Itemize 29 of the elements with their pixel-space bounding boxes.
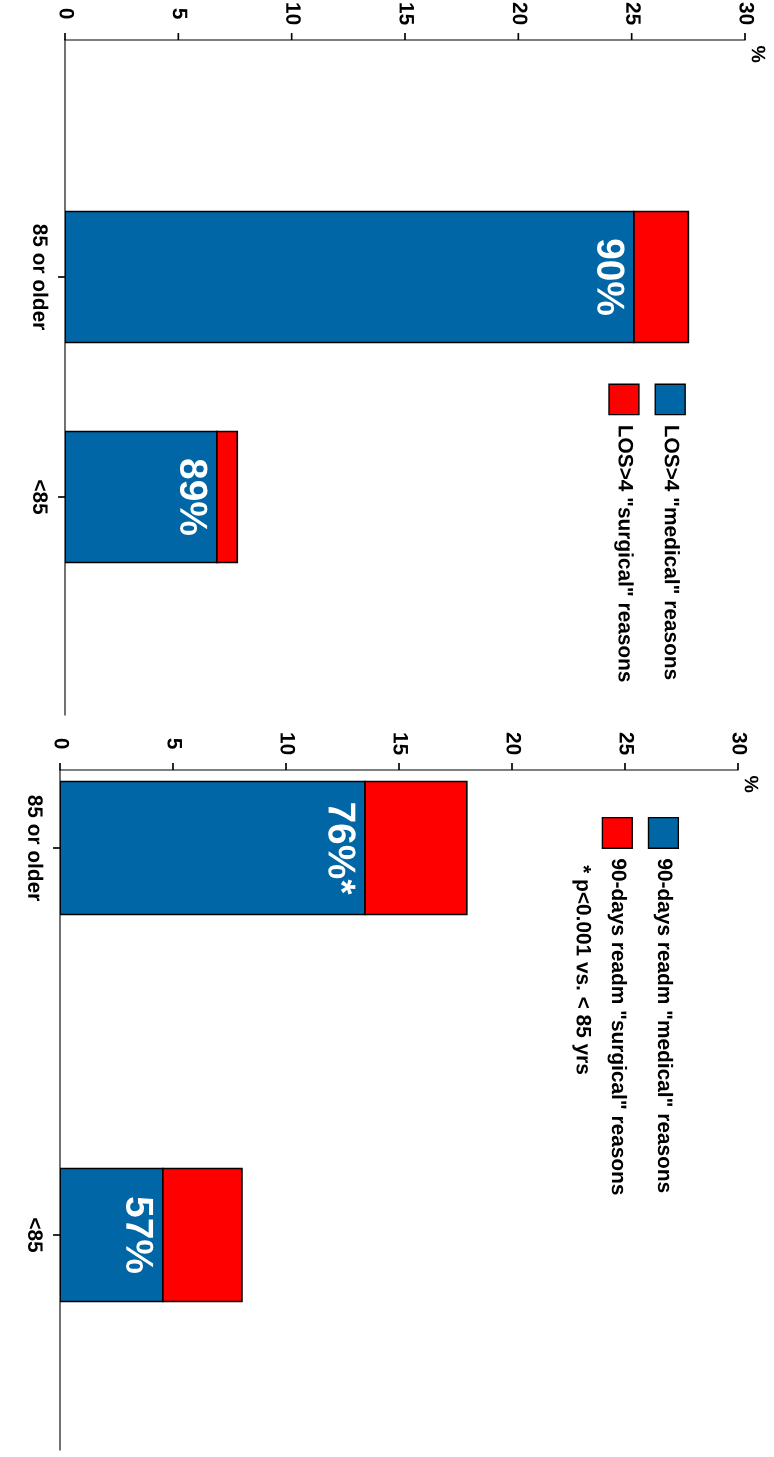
legend-label: LOS>4 "surgical" reasons: [614, 426, 634, 682]
x-tick-label: 25: [626, 2, 641, 25]
text: %: [751, 46, 766, 63]
x-tick-label: 10: [280, 733, 296, 755]
x-tick-label: 30: [739, 2, 755, 25]
y-tick-label: 85 or older: [28, 795, 44, 901]
legend-label: 90-days readm "medical" reasons: [653, 859, 674, 1193]
y-tick-label: <85: [33, 480, 48, 515]
x-tick-label: 5: [172, 8, 188, 19]
x-tick-label: 0: [54, 738, 70, 749]
y-tick-label: 85 or older: [33, 224, 49, 330]
x-tick-label: 20: [506, 732, 522, 755]
x-tick-label: 10: [286, 3, 301, 25]
y-tick-label: <85: [28, 1218, 43, 1253]
annotation: * p<0.001 vs. < 85 yrs: [572, 865, 592, 1074]
x-tick-label: 15: [393, 733, 408, 755]
annotation: 90%: [597, 239, 625, 315]
x-tick-label: 30: [732, 732, 748, 755]
x-tick-label: 20: [512, 2, 528, 25]
annotation: 57%: [125, 1197, 154, 1273]
annotation: 89%: [179, 459, 208, 535]
x-tick-label: 0: [59, 8, 75, 19]
text: %: [744, 776, 759, 793]
annotation: 76%*: [328, 803, 356, 895]
legend-label: LOS>4 "medical" reasons: [664, 426, 680, 680]
x-tick-label: 25: [619, 732, 635, 755]
legend-label: 90-days readm "surgical" reasons: [607, 859, 628, 1195]
x-tick-label: 15: [399, 3, 414, 25]
x-tick-label: 5: [167, 738, 182, 749]
